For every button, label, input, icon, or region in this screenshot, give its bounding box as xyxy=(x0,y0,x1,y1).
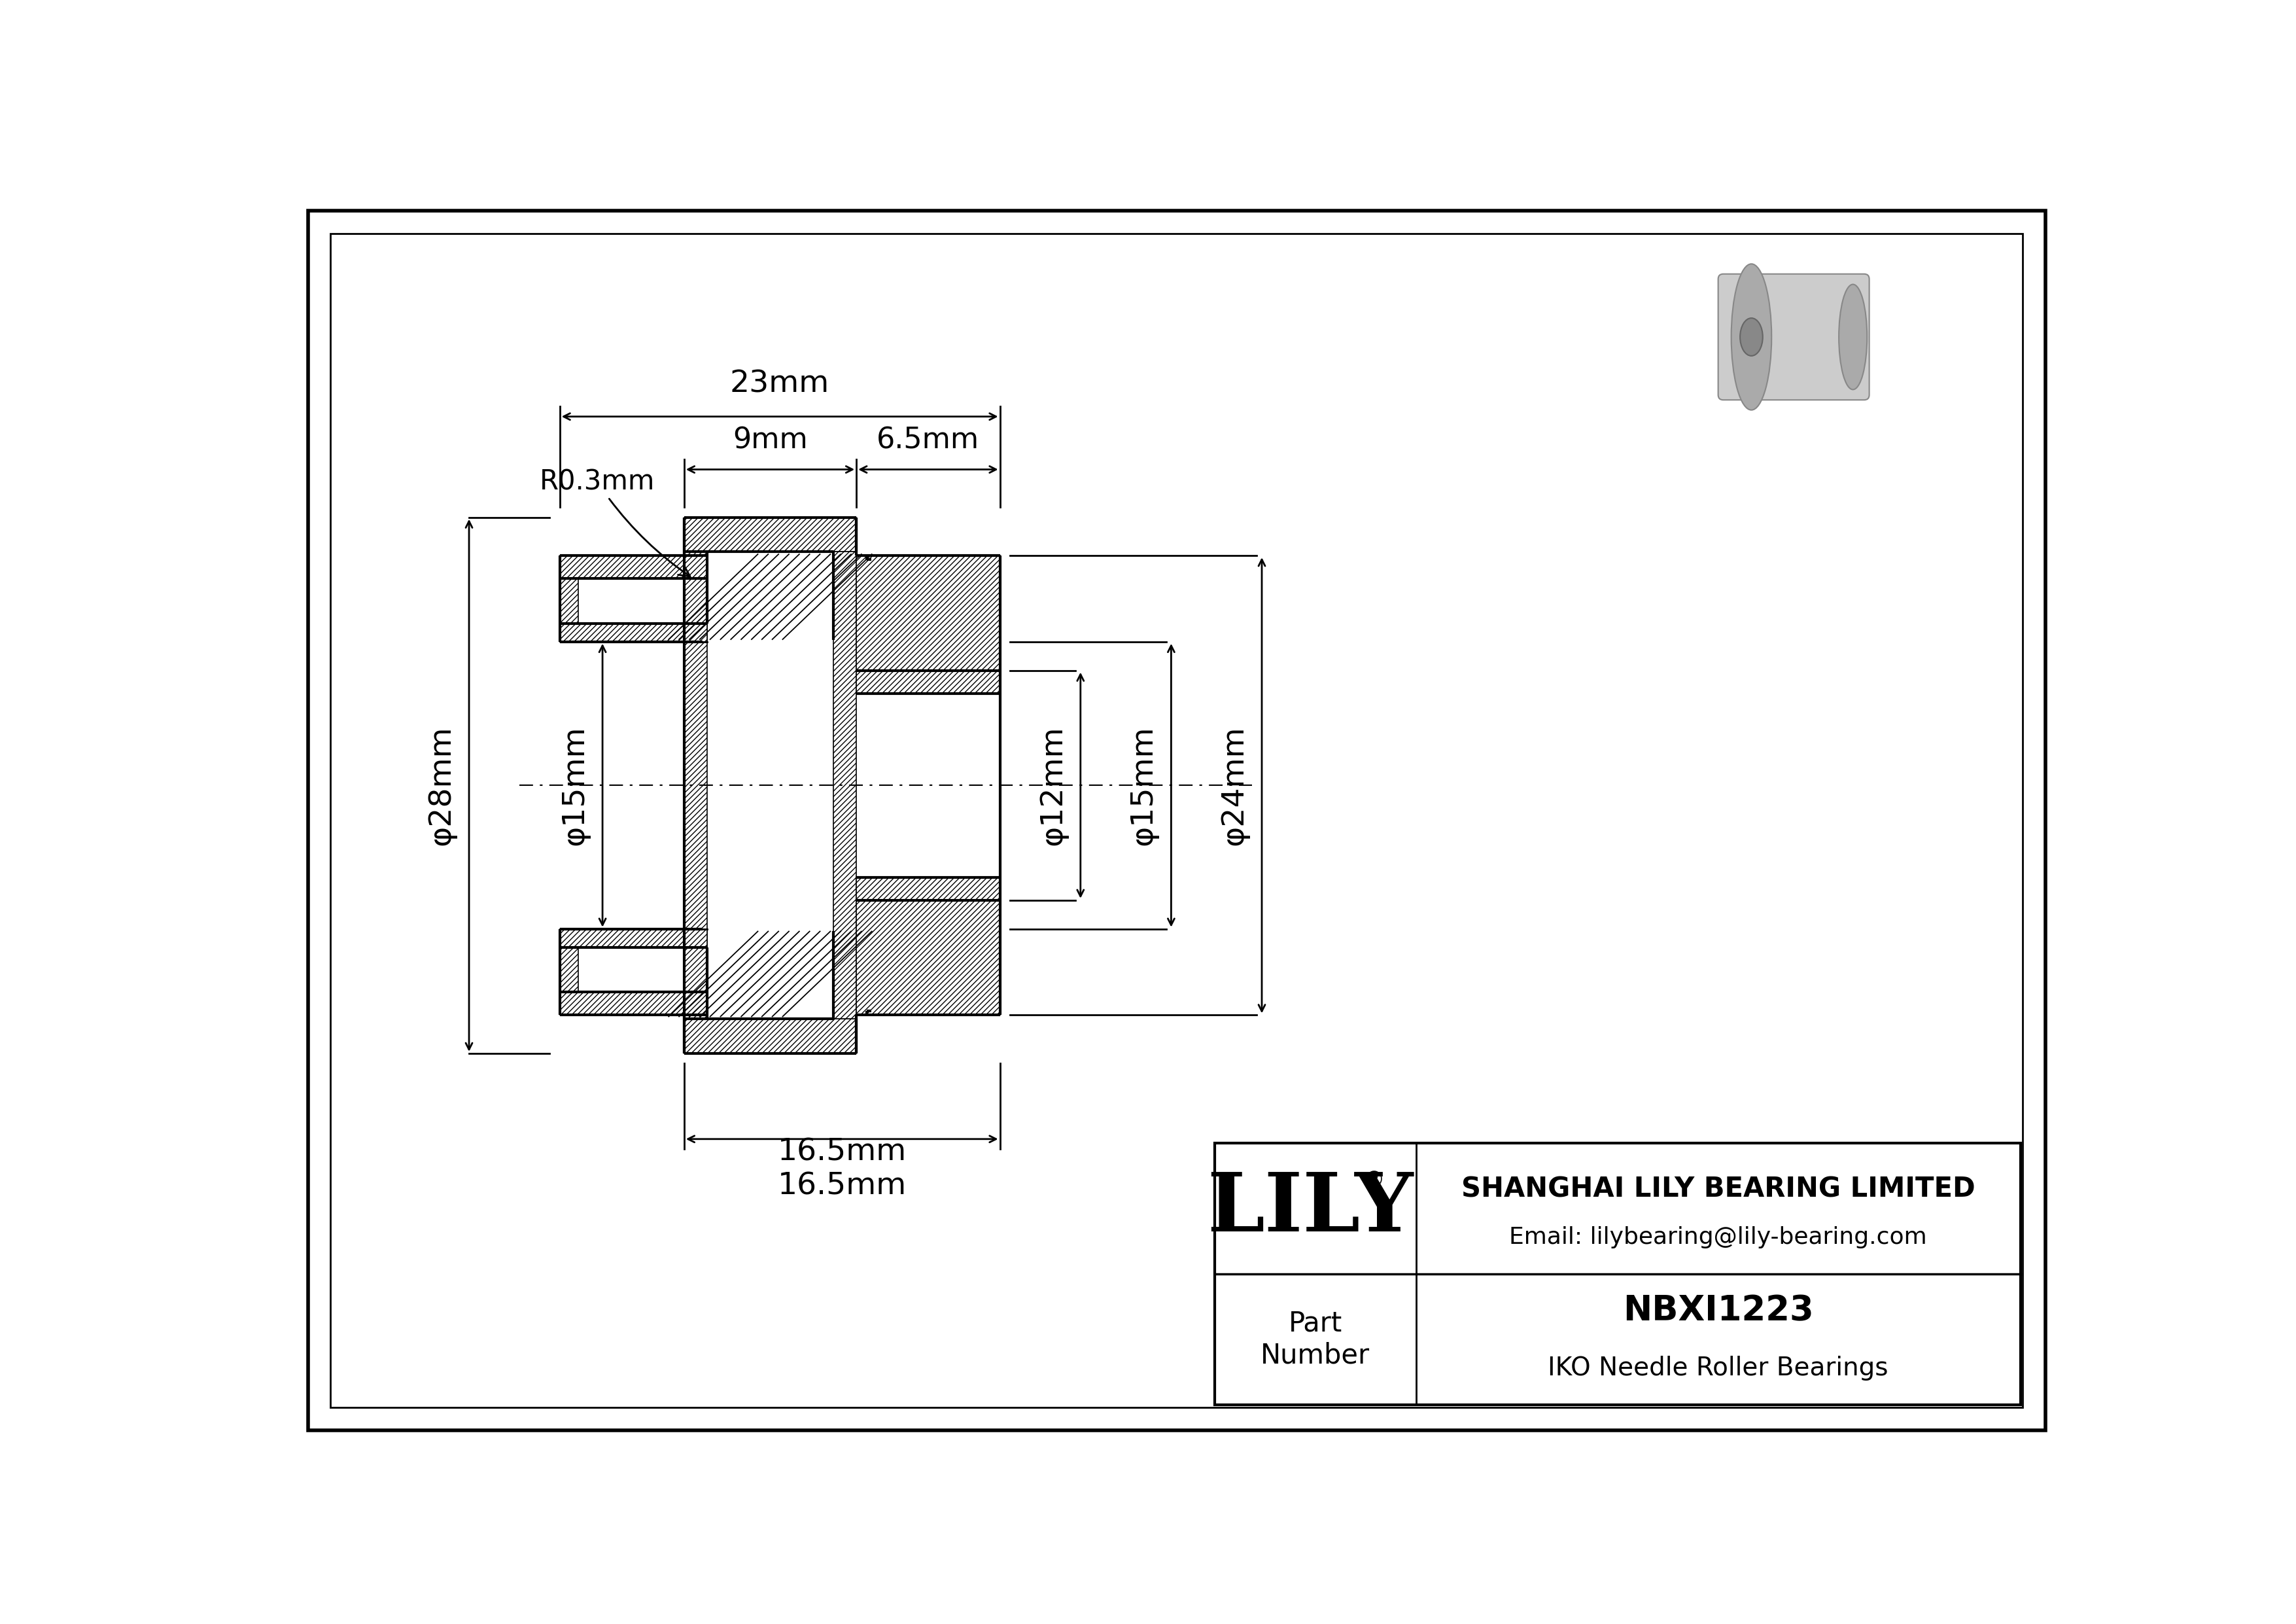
Polygon shape xyxy=(560,624,707,641)
Text: Email: lilybearing@lily-bearing.com: Email: lilybearing@lily-bearing.com xyxy=(1508,1226,1926,1249)
Text: 16.5mm: 16.5mm xyxy=(778,1137,907,1166)
Polygon shape xyxy=(560,929,579,992)
Ellipse shape xyxy=(1731,265,1773,409)
Text: SHANGHAI LILY BEARING LIMITED: SHANGHAI LILY BEARING LIMITED xyxy=(1460,1176,1975,1203)
Polygon shape xyxy=(684,1018,856,1054)
Polygon shape xyxy=(560,578,579,641)
Polygon shape xyxy=(560,929,707,947)
Text: LILY: LILY xyxy=(1208,1169,1414,1249)
Text: ®: ® xyxy=(1364,1169,1384,1192)
Text: φ15mm: φ15mm xyxy=(1130,726,1157,846)
Text: φ28mm: φ28mm xyxy=(427,726,457,846)
Text: IKO Needle Roller Bearings: IKO Needle Roller Bearings xyxy=(1548,1356,1887,1380)
Bar xyxy=(1215,1143,2020,1405)
Text: 9mm: 9mm xyxy=(732,425,808,455)
Text: 23mm: 23mm xyxy=(730,370,829,400)
Polygon shape xyxy=(833,552,856,1018)
Polygon shape xyxy=(560,992,707,1015)
Text: Part
Number: Part Number xyxy=(1261,1311,1371,1369)
Polygon shape xyxy=(856,671,1001,693)
Polygon shape xyxy=(684,552,707,1018)
Text: φ15mm: φ15mm xyxy=(560,726,590,846)
Polygon shape xyxy=(856,555,1001,671)
Text: 6.5mm: 6.5mm xyxy=(877,425,980,455)
Text: φ24mm: φ24mm xyxy=(1219,726,1249,846)
Text: 16.5mm: 16.5mm xyxy=(778,1173,907,1202)
Ellipse shape xyxy=(1740,318,1763,356)
Polygon shape xyxy=(560,555,707,578)
Polygon shape xyxy=(684,518,856,552)
Text: R0.3mm: R0.3mm xyxy=(540,468,691,577)
Polygon shape xyxy=(856,900,1001,1015)
Text: φ12mm: φ12mm xyxy=(1038,726,1068,846)
Text: NBXI1223: NBXI1223 xyxy=(1623,1294,1814,1328)
FancyBboxPatch shape xyxy=(1717,274,1869,400)
Ellipse shape xyxy=(1839,284,1867,390)
Polygon shape xyxy=(856,877,1001,900)
